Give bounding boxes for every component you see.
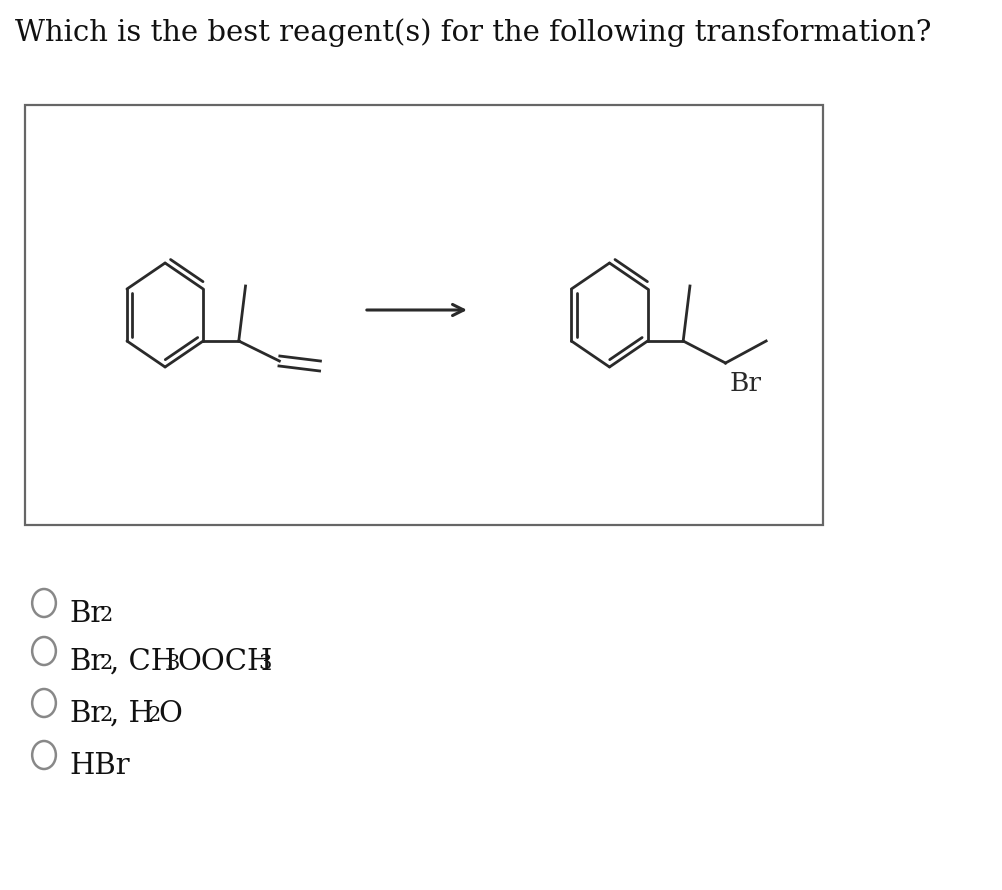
Text: OOCH: OOCH [177, 648, 274, 676]
Text: 3: 3 [166, 654, 179, 673]
Text: HBr: HBr [69, 752, 130, 780]
Text: Br: Br [69, 700, 104, 728]
Bar [25, 105, 823, 525]
Text: 2: 2 [99, 654, 112, 673]
Text: Br: Br [69, 600, 104, 628]
Text: , CH: , CH [110, 648, 176, 676]
Text: 2: 2 [99, 606, 112, 625]
Text: 2: 2 [99, 706, 112, 725]
Text: , H: , H [110, 700, 154, 728]
Text: 3: 3 [259, 654, 272, 673]
Text: Br: Br [729, 371, 762, 396]
Text: Which is the best reagent(s) for the following transformation?: Which is the best reagent(s) for the fol… [15, 18, 932, 47]
Text: O: O [159, 700, 182, 728]
Text: 2: 2 [147, 706, 161, 725]
Text: Br: Br [69, 648, 104, 676]
